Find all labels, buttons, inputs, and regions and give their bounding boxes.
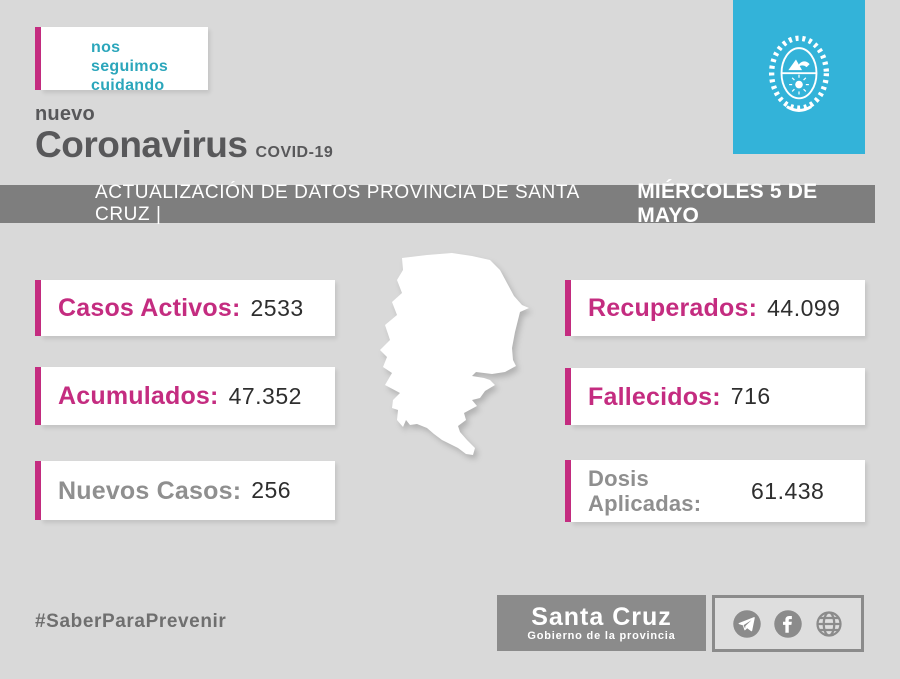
page-title: Coronavirus [35,124,248,165]
title-kicker: nuevo [35,103,95,125]
card-accent-bar [565,368,571,425]
government-name: Santa Cruz [531,603,672,631]
title-subtitle: COVID-19 [255,144,334,161]
stat-value: 716 [730,383,771,409]
government-logo: Santa Cruz Gobierno de la provincia [497,595,706,651]
stat-card-acumulados: Acumulados: 47.352 [35,367,335,425]
badge-line1: nos seguimos [91,39,169,75]
stat-value: 44.099 [767,294,841,321]
card-accent-bar [35,280,41,336]
stat-value: 2533 [250,294,304,321]
stat-label: Nuevos Casos: [58,476,242,505]
facebook-icon[interactable] [773,609,803,639]
badge-accent-bar [35,27,41,90]
stat-label: Casos Activos: [58,294,241,322]
stat-card-dosis-aplicadas: Dosis Aplicadas: 61.438 [565,460,865,522]
government-subtitle: Gobierno de la provincia [527,630,676,642]
stat-label: Acumulados: [58,382,219,410]
telegram-icon[interactable] [732,609,762,639]
badge-line2: cuidando [91,77,165,94]
hashtag-text: #SaberParaPrevenir [35,611,227,632]
update-banner: ACTUALIZACIÓN DE DATOS PROVINCIA DE SANT… [0,180,875,227]
stat-label: Dosis Aplicadas: [588,466,702,516]
card-accent-bar [35,367,41,425]
stat-value: 61.438 [751,477,825,504]
care-badge: nos seguimos cuidando [35,27,208,94]
stat-card-nuevos-casos: Nuevos Casos: 256 [35,461,335,520]
stat-label: Recuperados: [588,294,758,322]
globe-icon[interactable] [814,609,844,639]
stat-value: 256 [251,477,292,503]
stat-value: 47.352 [228,382,302,409]
badge-text: nos seguimos cuidando [41,27,208,94]
coat-of-arms-icon [768,35,830,112]
social-links [712,595,864,652]
title-block: nuevo Coronavirus COVID-19 [35,103,333,164]
card-accent-bar [35,461,41,520]
stat-card-casos-activos: Casos Activos: 2533 [35,280,335,336]
banner-date: MIÉRCOLES 5 DE MAYO [637,180,818,227]
santa-cruz-province-map [372,248,537,465]
card-accent-bar [565,280,571,336]
province-flag [733,0,865,154]
stat-card-fallecidos: Fallecidos: 716 [565,368,865,425]
stat-label: Fallecidos: [588,382,721,411]
stat-card-recuperados: Recuperados: 44.099 [565,280,865,336]
card-accent-bar [565,460,571,522]
banner-text: ACTUALIZACIÓN DE DATOS PROVINCIA DE SANT… [95,182,579,225]
